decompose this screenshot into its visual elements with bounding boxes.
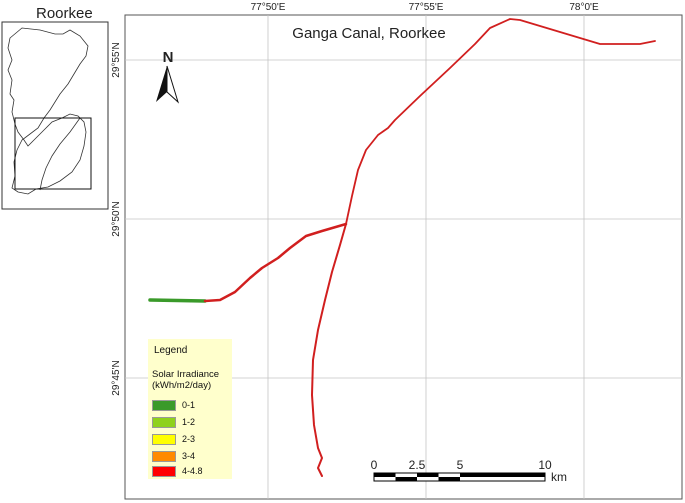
scale-bar: 0 2.5 5 10 km	[371, 458, 567, 484]
lat-label: 29°45'N	[111, 360, 122, 395]
scale-label: 0	[371, 458, 378, 472]
scale-bar-block	[438, 477, 460, 481]
legend-subtitle: Solar Irradiance (kWh/m2/day)	[152, 369, 220, 391]
north-label: N	[163, 49, 174, 66]
scale-label: 2.5	[409, 458, 426, 472]
legend-item: 2-3	[152, 434, 232, 446]
legend-swatch	[152, 417, 176, 428]
lon-label: 78°0'E	[569, 2, 599, 13]
scale-bar-block	[374, 473, 396, 477]
legend-swatch	[152, 451, 176, 462]
lon-label: 77°55'E	[409, 2, 444, 13]
inset-title: Roorkee	[36, 5, 93, 22]
lat-label: 29°50'N	[111, 201, 122, 236]
legend-item: 4-4.8	[152, 466, 232, 478]
canal-network	[148, 18, 656, 477]
legend-item: 3-4	[152, 451, 232, 463]
canal-west-branch	[203, 222, 348, 303]
scale-bar-block	[395, 477, 417, 481]
canal-main-north	[345, 18, 656, 225]
inset-internal-line	[39, 117, 81, 191]
legend-label: 4-4.8	[182, 466, 203, 476]
legend-item: 0-1	[152, 400, 232, 412]
map-title: Ganga Canal, Roorkee	[292, 25, 445, 42]
legend-label: 2-3	[182, 434, 196, 444]
legend-label: 0-1	[182, 400, 196, 410]
legend-swatch	[152, 434, 176, 445]
lat-label: 29°55'N	[111, 42, 122, 77]
legend: Legend Solar Irradiance (kWh/m2/day) 0-1…	[148, 339, 232, 479]
north-arrow-right-half	[166, 65, 180, 104]
inset-map: Roorkee	[1, 5, 109, 210]
inset-frame	[1, 21, 109, 210]
north-arrow-icon: N	[156, 49, 180, 104]
legend-item: 1-2	[152, 417, 232, 429]
legend-swatch	[152, 466, 176, 477]
legend-swatch	[152, 400, 176, 411]
legend-label: 1-2	[182, 417, 196, 427]
scale-bar-block	[417, 473, 439, 477]
lon-label: 77°50'E	[251, 2, 286, 13]
canal-segment-low	[148, 298, 207, 303]
scale-unit: km	[551, 470, 567, 484]
study-area-box	[14, 117, 92, 190]
legend-title: Legend	[154, 345, 188, 356]
scale-bar-block	[460, 473, 545, 477]
scale-label: 10	[538, 458, 552, 472]
scale-label: 5	[457, 458, 464, 472]
legend-label: 3-4	[182, 451, 196, 461]
canal-main-south	[311, 223, 347, 477]
north-arrow-left-half	[156, 66, 167, 102]
